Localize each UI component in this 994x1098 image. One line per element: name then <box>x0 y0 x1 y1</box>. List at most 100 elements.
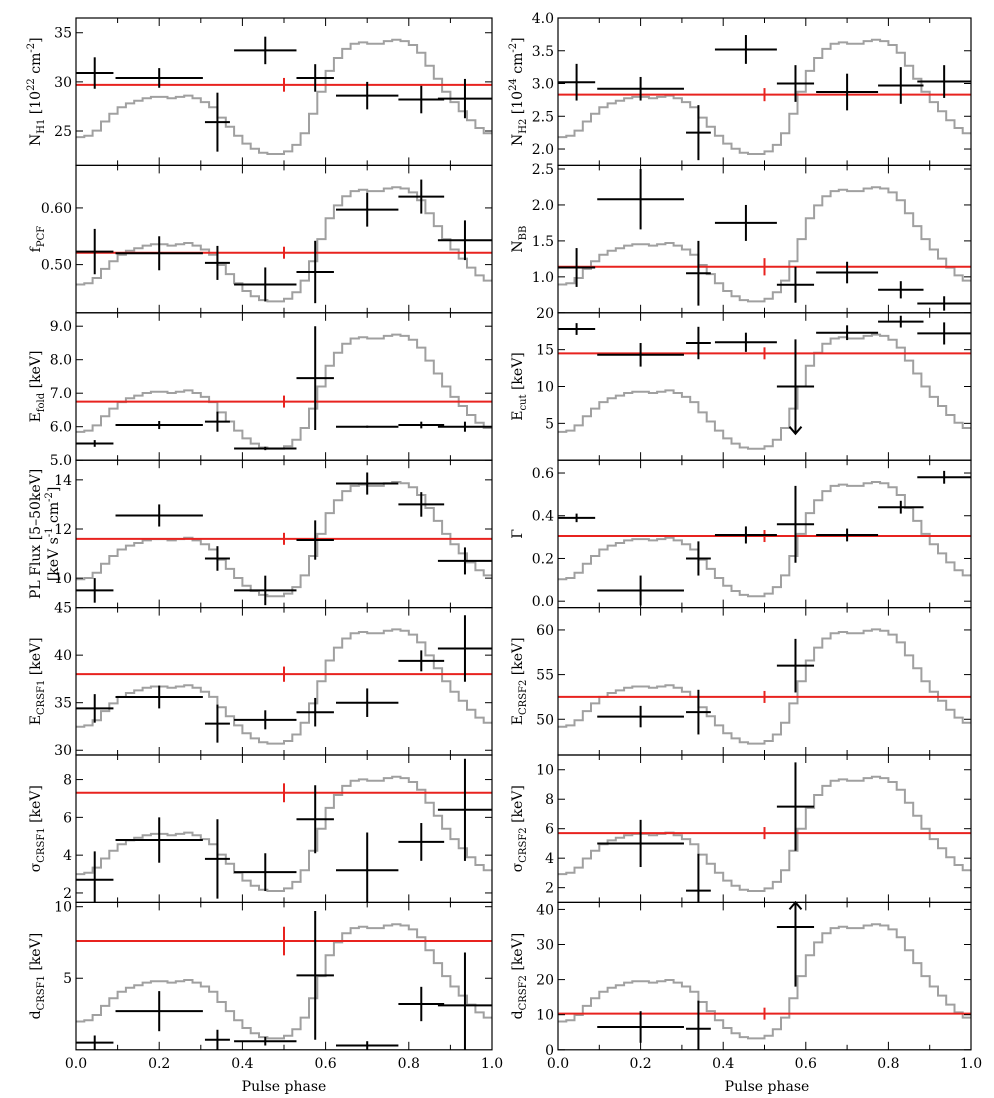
xtick-label-dCRSF2-1: 0.2 <box>629 1056 651 1072</box>
ytick-label-sigCRSF1-1: 4 <box>63 848 72 864</box>
ytick-label-dCRSF2-0: 0 <box>545 1043 554 1059</box>
xtick-label-dCRSF2-3: 0.6 <box>795 1056 817 1072</box>
y-axis-label-NBB: NBB <box>510 226 529 253</box>
y-axis-label-ECRSF1: ECRSF1 [keV] <box>28 637 47 725</box>
xtick-label-dCRSF1-4: 0.8 <box>398 1056 420 1072</box>
ytick-label-Efold-0: 5.0 <box>50 453 72 469</box>
xtick-label-dCRSF2-2: 0.4 <box>712 1056 734 1072</box>
xtick-label-dCRSF1-2: 0.4 <box>231 1056 253 1072</box>
ytick-label-ECRSF2-2: 60 <box>536 623 554 639</box>
y-axis-label-Efold: Efold [keV] <box>28 351 47 423</box>
xtick-label-dCRSF1-1: 0.2 <box>148 1056 170 1072</box>
ytick-label-dCRSF2-4: 40 <box>536 902 554 918</box>
y-axis-label-NH2: NH2 [1024 cm-2] <box>508 37 529 146</box>
ytick-label-Ecut-1: 10 <box>536 380 554 396</box>
panel-Gamma: 0.0 0.2 0.4 0.6 Γ <box>510 459 972 610</box>
ytick-label-Ecut-3: 20 <box>536 306 554 322</box>
ytick-label-PLflux-1: 12 <box>54 522 72 538</box>
pulse-profile-Gamma <box>558 481 971 598</box>
ytick-label-Gamma-2: 0.4 <box>532 509 554 525</box>
panel-frame-ECRSF2 <box>557 606 972 756</box>
panel-NBB: 1.0 1.5 2.0 2.5 NBB <box>510 162 972 314</box>
panel-frame-sigCRSF1 <box>75 754 493 903</box>
y-axis-label-fPCF: fPCF <box>28 226 47 253</box>
y-axis-label2-PLflux: [keV s-1 cm-2] <box>44 487 62 582</box>
pulse-profile-sigCRSF1 <box>76 775 492 892</box>
ytick-label-dCRSF1-0: 5 <box>63 971 72 987</box>
ytick-label-Ecut-0: 5 <box>545 416 554 432</box>
xtick-label-dCRSF1-0: 0.0 <box>65 1056 87 1072</box>
ytick-label-dCRSF1-1: 10 <box>54 900 72 916</box>
panel-frame-dCRSF1 <box>75 901 493 1051</box>
pulse-profile-ECRSF1 <box>76 628 492 745</box>
pulse-profile-sigCRSF2 <box>558 775 971 892</box>
ytick-label-NBB-0: 1.0 <box>532 270 554 286</box>
panel-sigCRSF1: 2 4 6 8 σCRSF1 [keV] <box>28 754 493 903</box>
xtick-label-dCRSF2-5: 1.0 <box>960 1056 982 1072</box>
panel-frame-Efold <box>75 312 493 461</box>
pulse-profile-NBB <box>558 186 971 303</box>
panel-fPCF: 0.50 0.60 fPCF <box>28 164 493 314</box>
ytick-label-fPCF-1: 0.60 <box>41 201 72 217</box>
pulse-profile-fPCF <box>76 186 492 303</box>
ytick-label-PLflux-0: 10 <box>54 571 72 587</box>
ytick-label-NBB-2: 2.0 <box>532 198 554 214</box>
pulse-profile-dCRSF2 <box>558 923 971 1040</box>
ytick-label-ECRSF1-2: 40 <box>54 648 72 664</box>
ytick-label-sigCRSF2-2: 6 <box>545 822 554 838</box>
panel-dCRSF1: 5 10 dCRSF1 [keV] 0.0 0.2 0.4 0.6 0.8 1.0 <box>28 900 503 1072</box>
y-axis-label-dCRSF2: dCRSF2 [keV] <box>510 933 529 1020</box>
xtick-label-dCRSF2-4: 0.8 <box>877 1056 899 1072</box>
pulse-profile-ECRSF2 <box>558 628 971 745</box>
point-arrow-Ecut-4 <box>788 426 803 436</box>
y-axis-label-ECRSF2: ECRSF2 [keV] <box>510 637 529 725</box>
xtick-label-dCRSF1-5: 1.0 <box>481 1056 503 1072</box>
ytick-label-sigCRSF2-0: 2 <box>545 881 554 897</box>
panel-ECRSF2: 50 55 60 ECRSF2 [keV] <box>510 606 972 756</box>
ytick-label-ECRSF1-0: 30 <box>54 743 72 759</box>
xtick-label-dCRSF1-3: 0.6 <box>314 1056 336 1072</box>
ytick-label-NH2-4: 4.0 <box>532 11 554 27</box>
ytick-label-Gamma-1: 0.2 <box>532 551 554 567</box>
ytick-label-NH2-1: 2.5 <box>532 109 554 125</box>
y-axis-label-dCRSF1: dCRSF1 [keV] <box>28 933 47 1020</box>
ytick-label-Gamma-3: 0.6 <box>532 466 554 482</box>
y-axis-label-sigCRSF1: σCRSF1 [keV] <box>28 785 47 872</box>
ytick-label-ECRSF2-0: 50 <box>536 712 554 728</box>
ytick-label-dCRSF2-2: 20 <box>536 973 554 989</box>
ytick-label-sigCRSF2-1: 4 <box>545 851 554 867</box>
y-axis-label-Ecut: Ecut [keV] <box>510 352 529 421</box>
y-axis-label-sigCRSF2: σCRSF2 [keV] <box>510 785 529 872</box>
ytick-label-NH2-2: 3.0 <box>532 77 554 93</box>
panel-frame-fPCF <box>75 164 493 314</box>
y-axis-label-PLflux: PL Flux [5–50keV] <box>28 469 44 599</box>
ytick-label-NH2-3: 3.5 <box>532 44 554 60</box>
ytick-label-NBB-3: 2.5 <box>532 162 554 178</box>
pulse-profile-PLflux <box>76 481 492 598</box>
ytick-label-Efold-3: 8.0 <box>50 353 72 369</box>
pulse-profile-Ecut <box>558 333 971 450</box>
pulse-profile-NH2 <box>558 38 971 155</box>
y-axis-label-NH1: NH1 [1022 cm-2] <box>26 37 47 146</box>
ytick-label-sigCRSF1-3: 8 <box>63 773 72 789</box>
panel-PLflux: 10 12 14 PL Flux [5–50keV] [keV s-1 cm-2] <box>28 459 493 609</box>
panel-ECRSF1: 30 35 40 45 ECRSF1 [keV] <box>28 601 493 759</box>
ytick-label-NH2-0: 2.0 <box>532 142 554 158</box>
ytick-label-fPCF-0: 0.50 <box>41 258 72 274</box>
ytick-label-Ecut-2: 15 <box>536 343 554 359</box>
ytick-label-NH1-1: 30 <box>54 75 72 91</box>
pulse-profile-dCRSF1 <box>76 923 492 1040</box>
ytick-label-dCRSF2-3: 30 <box>536 938 554 954</box>
ytick-label-ECRSF2-1: 55 <box>536 668 554 684</box>
pulse-profile-NH1 <box>76 38 492 155</box>
ytick-label-NH1-2: 35 <box>54 26 72 42</box>
xtick-label-dCRSF2-0: 0.0 <box>547 1056 569 1072</box>
x-axis-label-right: Pulse phase <box>725 1079 810 1095</box>
ytick-label-ECRSF1-1: 35 <box>54 696 72 712</box>
panel-sigCRSF2: 2 4 6 8 10 σCRSF2 [keV] <box>510 754 972 903</box>
ytick-label-Efold-2: 7.0 <box>50 386 72 402</box>
ytick-label-NH1-0: 25 <box>54 124 72 140</box>
